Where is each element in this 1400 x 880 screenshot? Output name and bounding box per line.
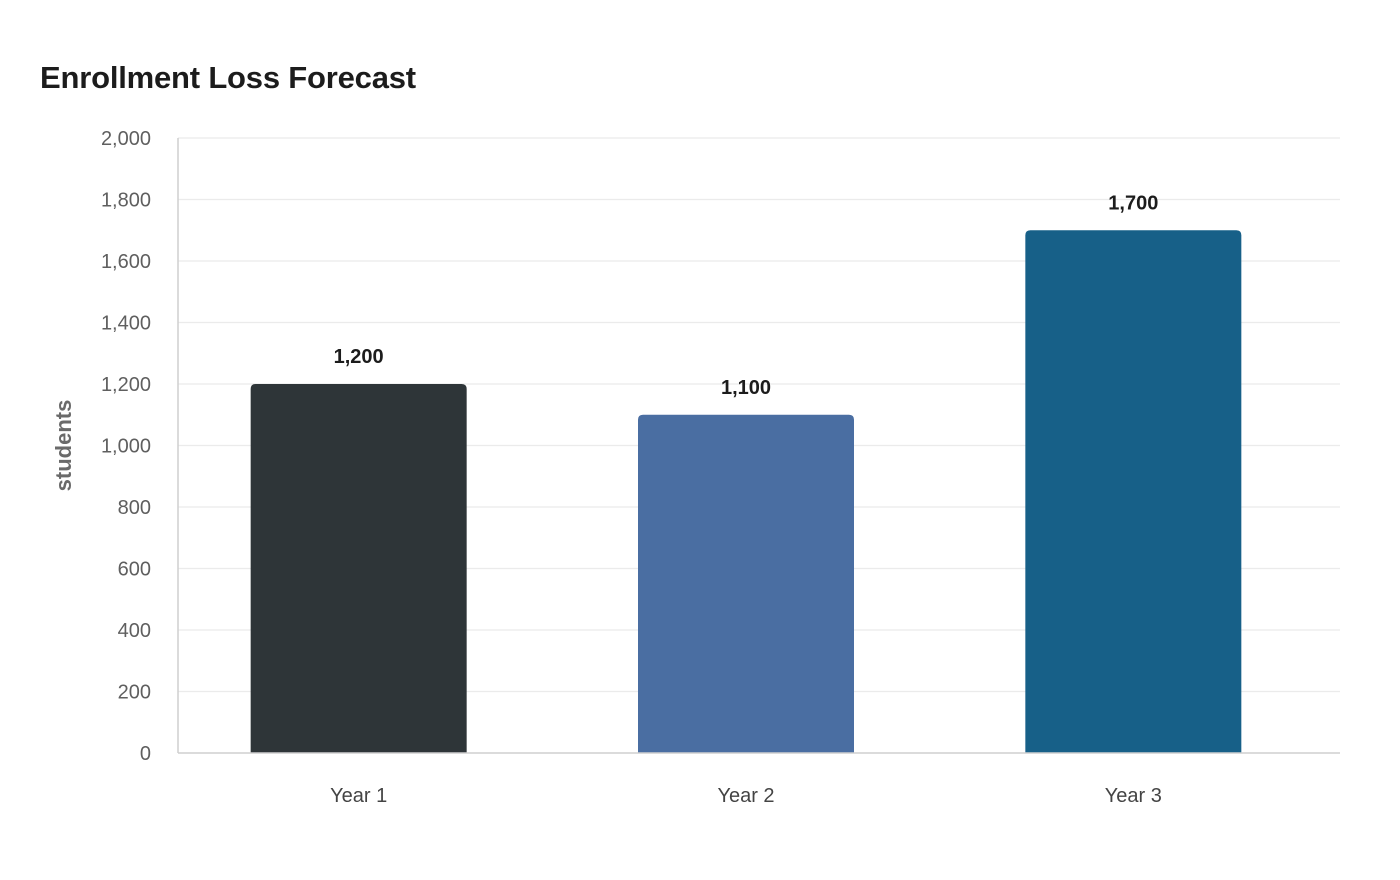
data-label: 1,200 bbox=[334, 346, 384, 368]
y-tick-label: 2,000 bbox=[101, 128, 151, 150]
bar-3 bbox=[1025, 230, 1242, 753]
x-tick-label: Year 2 bbox=[717, 785, 774, 807]
y-tick-label: 1,800 bbox=[101, 190, 151, 212]
y-axis-title: students bbox=[51, 400, 76, 492]
y-tick-label: 1,400 bbox=[101, 313, 151, 335]
bar-1 bbox=[250, 384, 467, 753]
y-tick-label: 1,200 bbox=[101, 374, 151, 396]
data-label: 1,700 bbox=[1108, 192, 1158, 214]
y-tick-label: 200 bbox=[118, 682, 151, 704]
data-label: 1,100 bbox=[721, 377, 771, 399]
y-tick-label: 400 bbox=[118, 620, 151, 642]
chart-title: Enrollment Loss Forecast bbox=[40, 60, 416, 95]
y-tick-label: 1,000 bbox=[101, 436, 151, 458]
y-tick-label: 0 bbox=[140, 743, 151, 765]
x-axis-ticks: Year 1 Year 2 Year 3 bbox=[330, 785, 1162, 807]
data-labels: 1,200 1,100 1,700 bbox=[334, 192, 1159, 399]
bars bbox=[250, 230, 1242, 753]
x-tick-label: Year 1 bbox=[330, 785, 387, 807]
y-tick-label: 600 bbox=[118, 559, 151, 581]
y-axis-ticks: 0 200 400 600 800 1,000 1,200 1,400 1,600 1,800 2,… bbox=[101, 128, 151, 765]
bar-2 bbox=[638, 414, 854, 753]
y-tick-label: 800 bbox=[118, 497, 151, 519]
x-tick-label: Year 3 bbox=[1105, 785, 1162, 807]
y-tick-label: 1,600 bbox=[101, 251, 151, 273]
